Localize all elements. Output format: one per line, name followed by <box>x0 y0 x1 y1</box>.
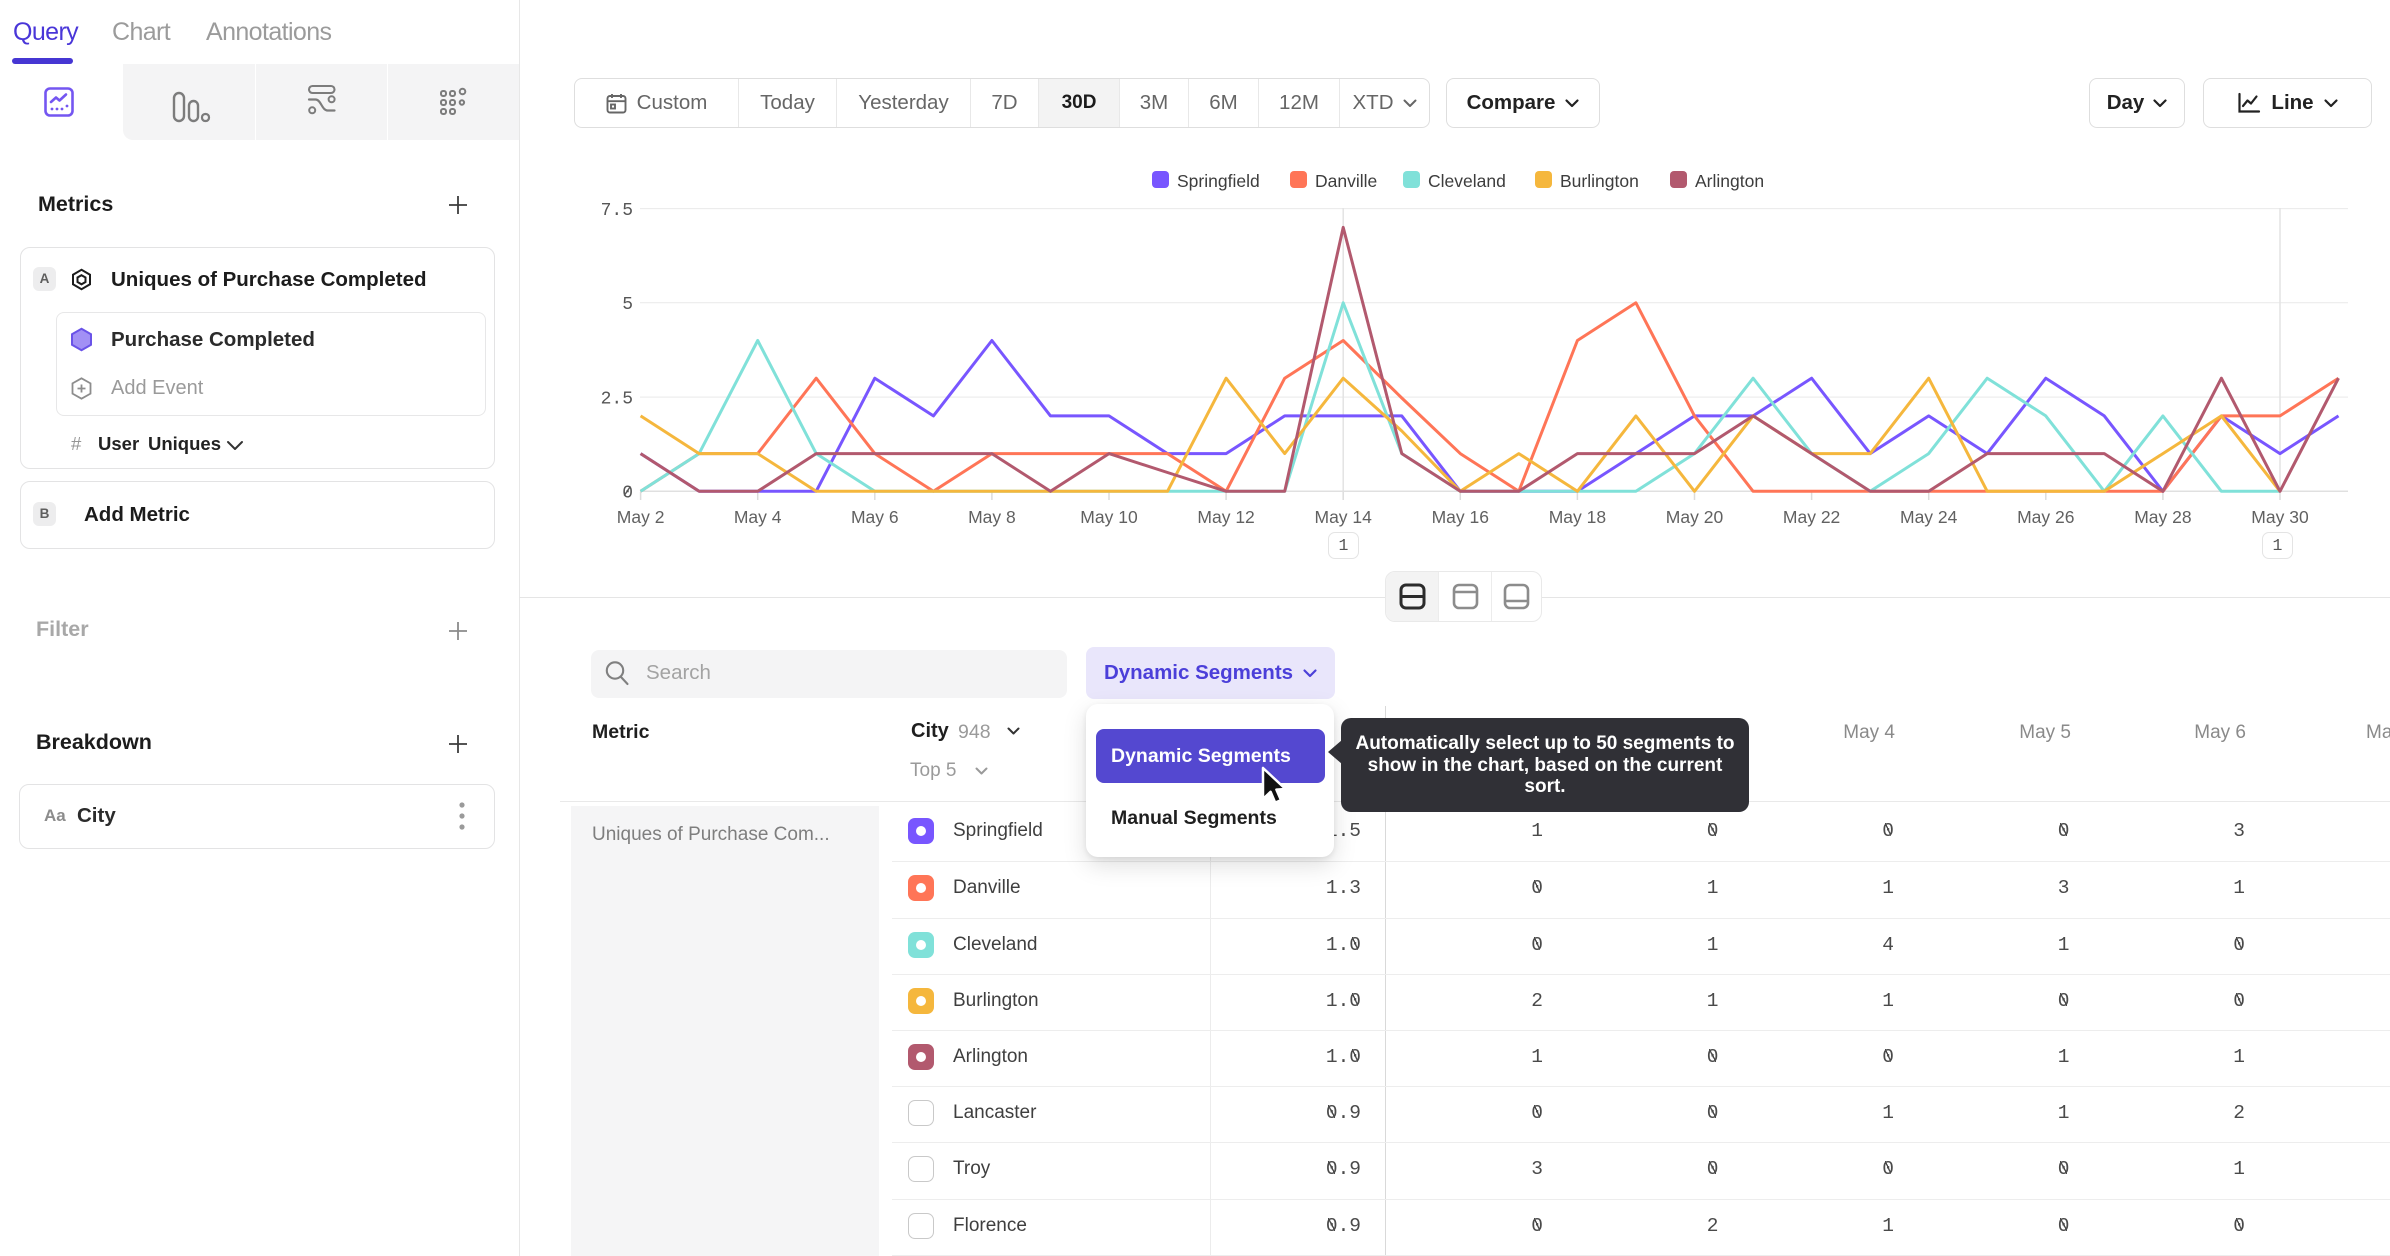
svg-text:May 20: May 20 <box>1666 507 1724 527</box>
svg-text:May 2: May 2 <box>617 507 665 527</box>
svg-text:May 30: May 30 <box>2251 507 2309 527</box>
svg-text:May 22: May 22 <box>1783 507 1840 527</box>
svg-text:May 10: May 10 <box>1080 507 1138 527</box>
svg-text:May 14: May 14 <box>1315 507 1373 527</box>
svg-text:May 24: May 24 <box>1900 507 1958 527</box>
svg-text:May 16: May 16 <box>1432 507 1489 527</box>
svg-text:0: 0 <box>622 484 633 504</box>
svg-text:May 18: May 18 <box>1549 507 1606 527</box>
svg-text:May 26: May 26 <box>2017 507 2074 527</box>
svg-text:5: 5 <box>622 295 633 315</box>
svg-text:May 28: May 28 <box>2134 507 2191 527</box>
svg-text:7.5: 7.5 <box>601 201 633 221</box>
svg-text:May 8: May 8 <box>968 507 1016 527</box>
svg-text:2.5: 2.5 <box>601 390 633 410</box>
svg-text:May 4: May 4 <box>734 507 782 527</box>
svg-text:May 12: May 12 <box>1197 507 1254 527</box>
svg-text:May 6: May 6 <box>851 507 899 527</box>
